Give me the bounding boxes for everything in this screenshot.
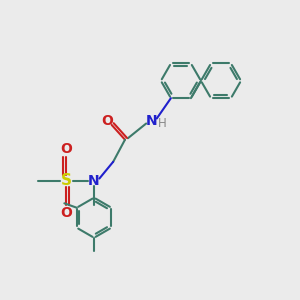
Text: O: O (101, 114, 113, 128)
Text: H: H (158, 117, 167, 130)
Text: O: O (60, 142, 72, 156)
Text: N: N (146, 114, 157, 128)
Text: N: N (88, 174, 100, 188)
Text: O: O (60, 206, 72, 220)
Text: S: S (61, 173, 72, 188)
